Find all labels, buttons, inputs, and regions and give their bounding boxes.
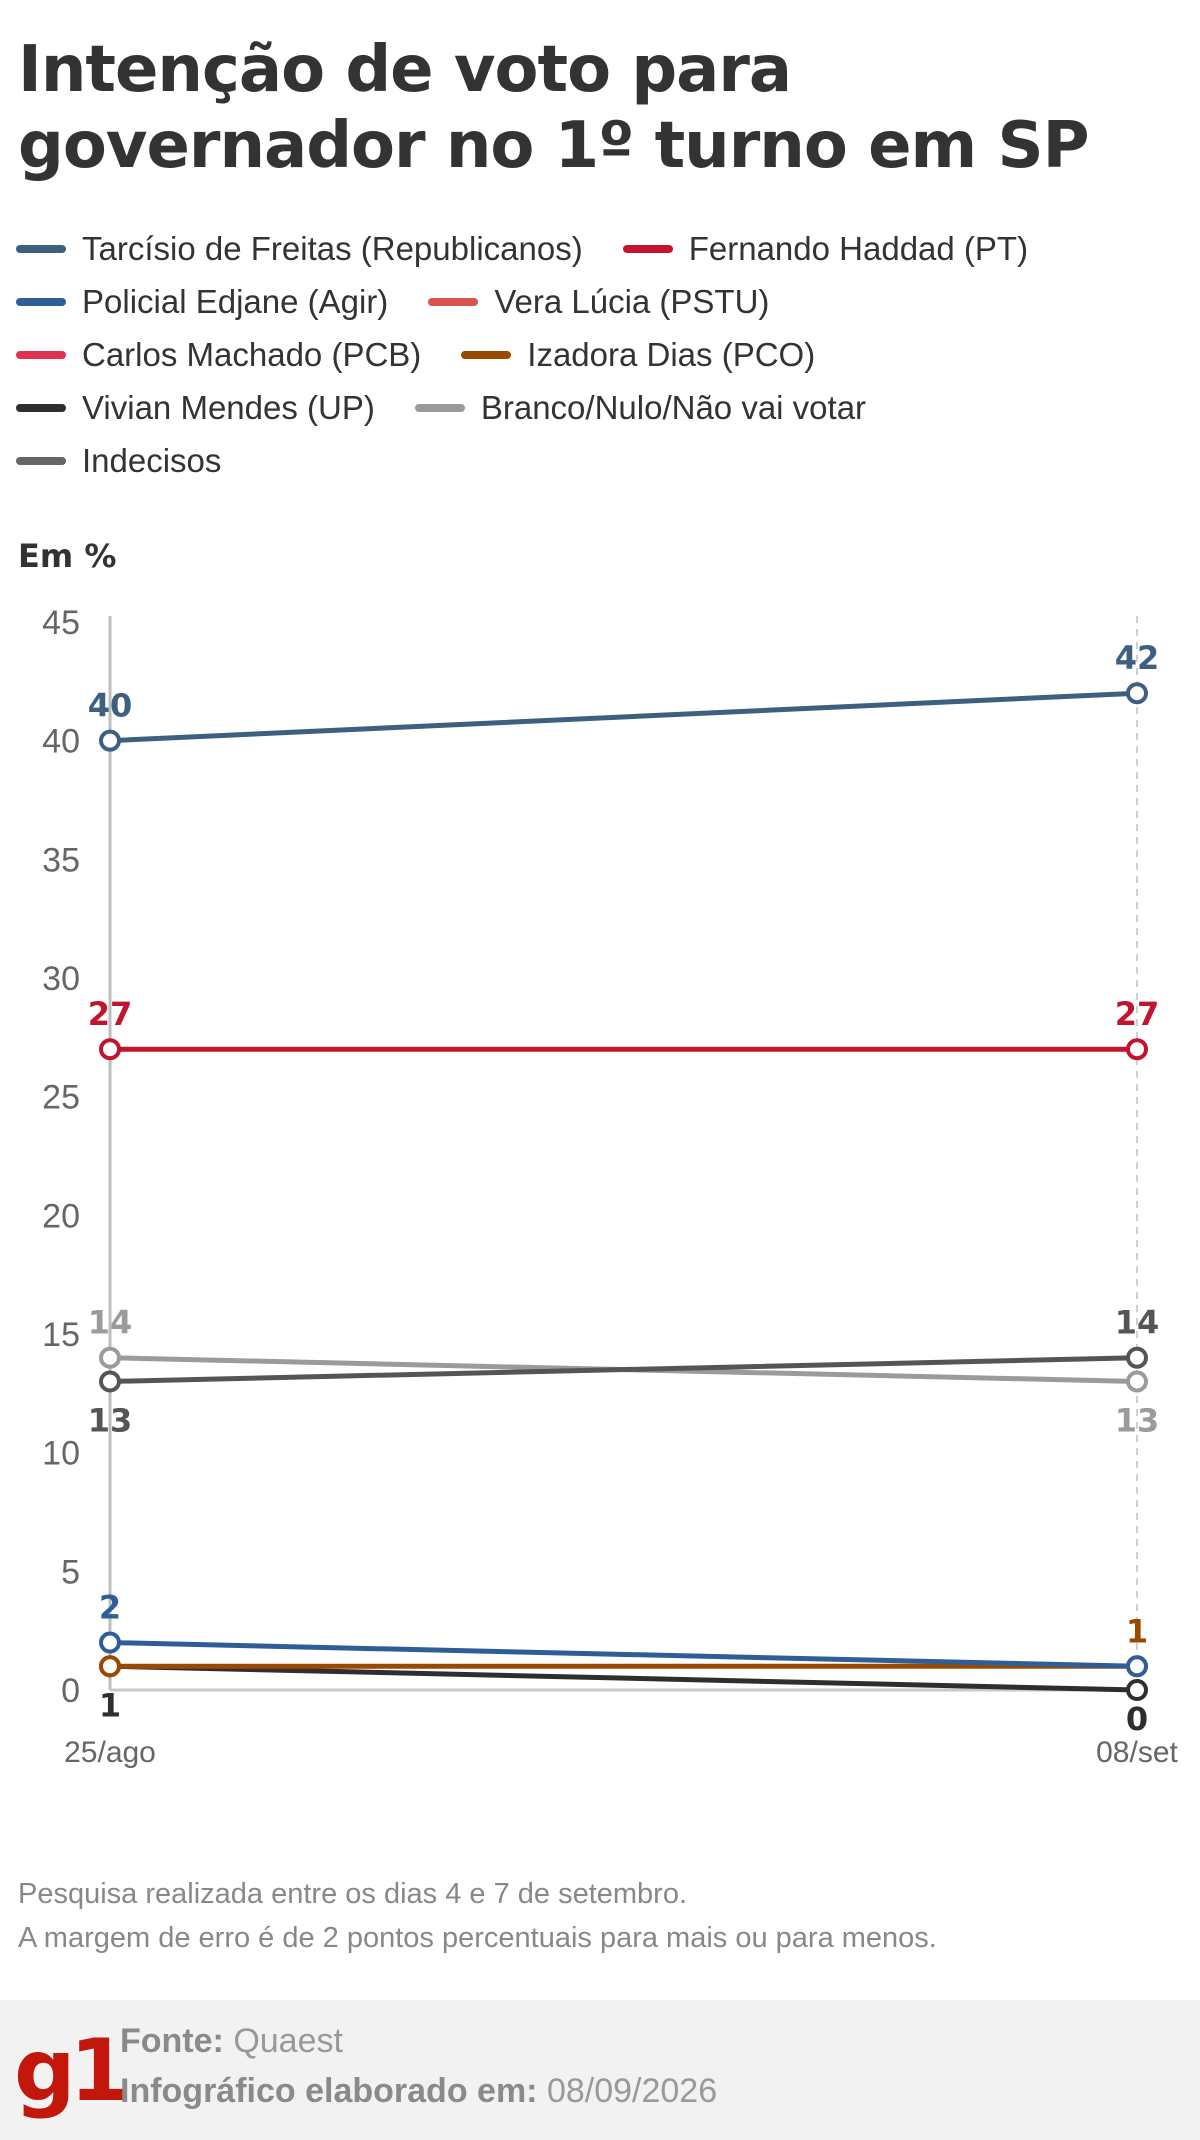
y-tick-label: 0	[61, 1672, 80, 1710]
legend-swatch	[461, 350, 512, 359]
source-label: Fonte:	[120, 2022, 224, 2060]
y-tick-label: 15	[42, 1316, 80, 1354]
data-label: 1	[1126, 1612, 1148, 1650]
legend-row: Indecisos	[16, 434, 1186, 487]
source-line: Fonte: Quaest	[120, 2022, 343, 2061]
data-label: 27	[1115, 995, 1160, 1033]
y-tick-label: 40	[42, 723, 80, 761]
legend-item-branco: Branco/Nulo/Não vai votar	[414, 388, 867, 427]
legend-swatch	[622, 244, 673, 253]
legend-item-vivian: Vivian Mendes (UP)	[16, 389, 375, 427]
y-tick-label: 10	[42, 1435, 80, 1473]
legend-item-tarcisio: Tarcísio de Freitas (Republicanos)	[16, 230, 583, 268]
note-line: A margem de erro é de 2 pontos percentua…	[18, 1922, 937, 1954]
date-label: Infográfico elaborado em:	[120, 2072, 538, 2110]
series-line	[107, 1640, 1140, 1669]
legend-row: Policial Edjane (Agir) Vera Lúcia (PSTU)	[16, 275, 1186, 328]
notes: Pesquisa realizada entre os dias 4 e 7 d…	[18, 1872, 1178, 1960]
legend-swatch	[16, 244, 66, 253]
legend-item-carlos: Carlos Machado (PCB)	[16, 336, 421, 374]
data-point	[99, 1038, 121, 1061]
y-tick-label: 20	[42, 1197, 80, 1235]
legend-label: Tarcísio de Freitas (Republicanos)	[82, 229, 583, 267]
legend-swatch	[414, 403, 465, 412]
legend-item-izadora: Izadora Dias (PCO)	[461, 336, 815, 374]
legend-item-vera: Vera Lúcia (PSTU)	[428, 283, 769, 321]
legend: Tarcísio de Freitas (Republicanos) Ferna…	[16, 222, 1186, 487]
series-line	[107, 1663, 1140, 1693]
g1-logo: g1	[14, 2021, 129, 2121]
data-label: 0	[1126, 1700, 1148, 1738]
legend-row: Vivian Mendes (UP) Branco/Nulo/Não vai v…	[16, 381, 1186, 434]
y-tick-label: 35	[42, 841, 80, 879]
data-label: 1	[99, 1686, 121, 1724]
legend-row: Carlos Machado (PCB) Izadora Dias (PCO)	[16, 328, 1186, 381]
data-point	[99, 729, 121, 752]
legend-row: Tarcísio de Freitas (Republicanos) Ferna…	[16, 222, 1186, 275]
data-point	[1126, 1370, 1148, 1393]
legend-item-indecisos: Indecisos	[16, 442, 221, 480]
legend-label: Izadora Dias (PCO)	[527, 335, 816, 373]
series-line	[107, 1355, 1140, 1384]
legend-item-edjane: Policial Edjane (Agir)	[16, 283, 388, 321]
legend-label: Fernando Haddad (PT)	[688, 229, 1029, 267]
legend-label: Carlos Machado (PCB)	[82, 335, 422, 373]
data-point	[1126, 1038, 1148, 1061]
source-value: Quaest	[233, 2022, 343, 2060]
legend-label: Policial Edjane (Agir)	[82, 282, 389, 320]
chart-title: Intenção de voto para governador no 1º t…	[18, 33, 1089, 183]
date-line: Infográfico elaborado em: 08/09/2026	[120, 2072, 717, 2111]
y-axis-unit-label: Em %	[18, 540, 116, 575]
y-tick-label: 25	[42, 1079, 80, 1117]
data-label: 13	[1115, 1401, 1160, 1439]
note-line: Pesquisa realizada entre os dias 4 e 7 d…	[18, 1878, 688, 1910]
legend-swatch	[16, 297, 66, 306]
data-label: 13	[88, 1401, 133, 1439]
data-label: 2	[99, 1589, 121, 1627]
data-point	[99, 1346, 121, 1369]
y-tick-label: 5	[61, 1553, 80, 1591]
data-label: 14	[88, 1304, 133, 1342]
y-tick-label: 45	[42, 604, 80, 642]
legend-label: Vivian Mendes (UP)	[82, 388, 375, 426]
footer: g1 Fonte: Quaest Infográfico elaborado e…	[0, 2000, 1200, 2140]
y-tick-label: 30	[42, 960, 80, 998]
data-label: 14	[1115, 1304, 1160, 1342]
legend-label: Branco/Nulo/Não vai votar	[480, 388, 867, 426]
data-point	[1126, 682, 1148, 705]
legend-label: Vera Lúcia (PSTU)	[494, 282, 770, 320]
data-label: 40	[88, 687, 133, 725]
x-tick-label: 25/ago	[64, 1736, 156, 1769]
legend-item-haddad: Fernando Haddad (PT)	[622, 229, 1029, 268]
data-label: 27	[88, 995, 133, 1033]
x-tick-label: 08/set	[1096, 1736, 1178, 1769]
data-label: 42	[1115, 639, 1160, 677]
legend-swatch	[16, 403, 66, 412]
data-point	[1126, 1679, 1148, 1701]
data-point	[99, 1370, 121, 1393]
data-point	[99, 1655, 121, 1678]
date-value: 08/09/2026	[546, 2072, 718, 2110]
series-line	[107, 690, 1140, 744]
data-point	[99, 1631, 121, 1654]
legend-label: Indecisos	[82, 441, 222, 479]
legend-swatch	[16, 456, 66, 465]
legend-swatch	[16, 350, 66, 359]
legend-swatch	[428, 297, 479, 306]
data-point	[1126, 1655, 1148, 1678]
data-point	[1126, 1346, 1148, 1369]
